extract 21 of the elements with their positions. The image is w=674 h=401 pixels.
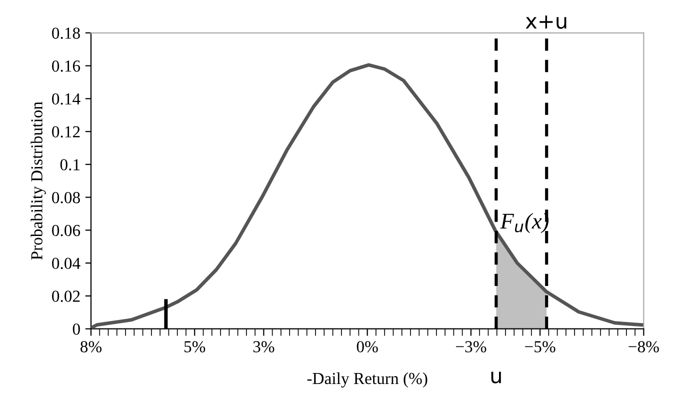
x-axis-title: -Daily Return (%)	[307, 372, 428, 388]
y-tick-label: 0.08	[52, 192, 80, 204]
y-tick-label: 0.02	[52, 290, 80, 302]
x-tick-label: −3%	[456, 341, 486, 352]
ref-line-label: u	[491, 371, 501, 384]
y-tick-label: 0.18	[52, 28, 80, 39]
x-tick-label: 8%	[80, 341, 102, 352]
y-tick-label: 0	[72, 324, 80, 335]
y-axis-title: Probability Distribution	[30, 102, 46, 260]
y-tick-label: 0.06	[52, 224, 80, 236]
x-tick-label: 3%	[253, 341, 274, 352]
x-tick-label: −8%	[628, 341, 659, 352]
x-tick-label: −5%	[525, 341, 556, 352]
y-tick-label: 0.12	[52, 126, 80, 138]
y-tick-label: 0.04	[52, 258, 80, 270]
y-tick-label: 0.14	[52, 93, 80, 105]
ref-line-label: x+u	[526, 15, 566, 29]
x-tick-label: 5%	[184, 341, 206, 352]
x-tick-label: 0%	[356, 341, 378, 352]
y-tick-label: 0.16	[52, 60, 80, 72]
y-tick-label: 0.1	[60, 159, 80, 170]
